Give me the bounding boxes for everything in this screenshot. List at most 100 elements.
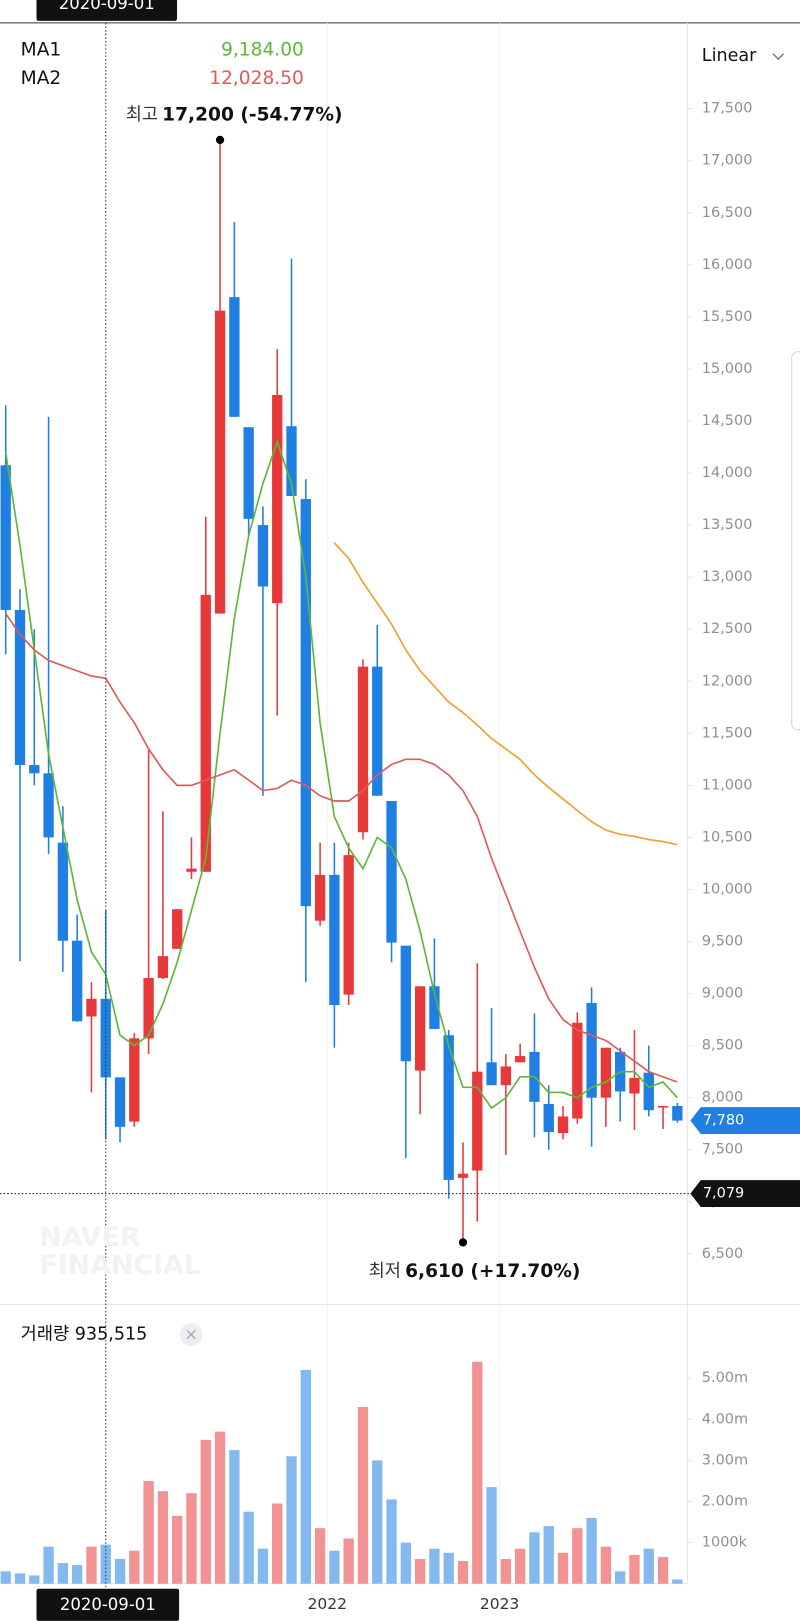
candle-body <box>557 1116 569 1134</box>
volume-bar <box>429 1548 440 1584</box>
x-tick-label: 2023 <box>480 1595 519 1613</box>
volume-bar <box>414 1558 426 1584</box>
volume-bar <box>457 1561 469 1584</box>
y-tick-label: 15,500 <box>702 309 753 325</box>
moving-average-line <box>333 542 678 846</box>
volume-bar <box>214 1431 226 1584</box>
candle-body <box>500 1066 512 1086</box>
watermark: NAVER <box>39 1222 141 1253</box>
crosshair-top-label: 2020-09-01 <box>59 0 155 13</box>
candle-body <box>71 940 83 1022</box>
legend-ma1: MA1 <box>21 39 62 60</box>
volume-bar <box>243 1511 254 1584</box>
volume-bar <box>157 1491 169 1584</box>
candle-body <box>243 427 254 519</box>
y-tick-label: 9,500 <box>702 934 743 950</box>
volume-bar <box>57 1563 69 1584</box>
y-tick-label: 11,000 <box>702 777 753 793</box>
low-marker <box>458 1238 468 1247</box>
volume-bar <box>0 1571 11 1584</box>
volume-bar <box>514 1548 526 1584</box>
volume-bar <box>486 1487 497 1584</box>
volume-bar <box>29 1575 40 1584</box>
volume-bar <box>629 1554 640 1584</box>
crosshair-bottom-label: 2020-09-01 <box>60 1595 156 1614</box>
volume-bar <box>357 1406 369 1584</box>
candle-body <box>643 1072 654 1111</box>
y-tick-label: 9,000 <box>702 986 743 1002</box>
volume-bar <box>14 1573 26 1584</box>
volume-bar <box>643 1548 654 1584</box>
candle-body <box>400 945 411 1062</box>
scroll-handle[interactable] <box>791 351 800 731</box>
candle-body <box>629 1077 640 1094</box>
candle-body <box>200 594 211 872</box>
volume-bar <box>200 1439 211 1584</box>
candle-body <box>657 1106 669 1108</box>
candle-body <box>0 465 11 610</box>
candle-body <box>314 874 326 921</box>
y-tick-label: 6,500 <box>702 1246 743 1262</box>
volume-bar <box>657 1556 669 1584</box>
volume-bar <box>186 1493 197 1584</box>
y-tick-label: 16,000 <box>702 257 753 273</box>
volume-bar <box>314 1528 326 1584</box>
last-price-label: 7,780 <box>703 1113 744 1129</box>
candle-body <box>443 1035 454 1180</box>
candle-body <box>472 1071 483 1171</box>
candle-body <box>272 394 283 604</box>
candle-body <box>486 1062 497 1086</box>
candle-body <box>86 998 97 1017</box>
volume-bar <box>386 1499 397 1584</box>
candle-body <box>543 1103 554 1133</box>
candle-body <box>229 297 240 417</box>
y-tick-label: 16,500 <box>702 205 753 221</box>
candle-body <box>343 855 354 995</box>
candle-body <box>186 868 197 872</box>
candle-body <box>429 986 440 1029</box>
y-tick-label: 17,000 <box>702 153 753 169</box>
candle-body <box>329 874 340 1006</box>
y-tick-label: 14,500 <box>702 413 753 429</box>
candle-body <box>143 977 154 1039</box>
candle-body <box>286 426 297 496</box>
volume-bar <box>172 1515 183 1584</box>
y-tick-label: 15,000 <box>702 361 753 377</box>
volume-bar <box>472 1361 483 1584</box>
x-tick-label: 2022 <box>308 1595 347 1613</box>
volume-bar <box>586 1517 597 1584</box>
dropdown-arrow[interactable] <box>772 53 784 61</box>
volume-bar <box>114 1558 126 1584</box>
close-icon[interactable] <box>186 1329 196 1340</box>
volume-bar <box>557 1552 569 1584</box>
candle-body <box>572 1022 583 1119</box>
y-tick-label: 8,000 <box>702 1090 743 1106</box>
volume-bar <box>286 1456 297 1584</box>
crosshair-price-tag <box>690 1180 800 1208</box>
volume-tick-label: 5.00m <box>702 1370 748 1386</box>
volume-tick-label: 3.00m <box>702 1452 748 1468</box>
y-tick-label: 7,500 <box>702 1142 743 1158</box>
volume-bar <box>672 1579 683 1584</box>
volume-bar <box>372 1460 383 1584</box>
candle-body <box>600 1047 612 1098</box>
y-tick-label: 8,500 <box>702 1038 743 1054</box>
y-tick-label: 14,000 <box>702 465 753 481</box>
candle-body <box>672 1106 683 1121</box>
candle-body <box>29 764 40 774</box>
volume-bar <box>443 1552 454 1584</box>
candle-body <box>457 1173 469 1178</box>
high-note-prefix: 최고 <box>126 105 158 125</box>
volume-bar <box>86 1546 97 1584</box>
candle-body <box>257 525 269 587</box>
y-tick-label: 13,500 <box>702 517 753 533</box>
candle-body <box>300 499 311 907</box>
last-price-tag <box>690 1107 800 1135</box>
volume-bar <box>272 1503 283 1584</box>
scale-mode[interactable]: Linear <box>702 46 757 66</box>
candle-body <box>57 842 69 941</box>
volume-bar <box>129 1550 140 1584</box>
volume-tick-label: 4.00m <box>702 1411 748 1427</box>
